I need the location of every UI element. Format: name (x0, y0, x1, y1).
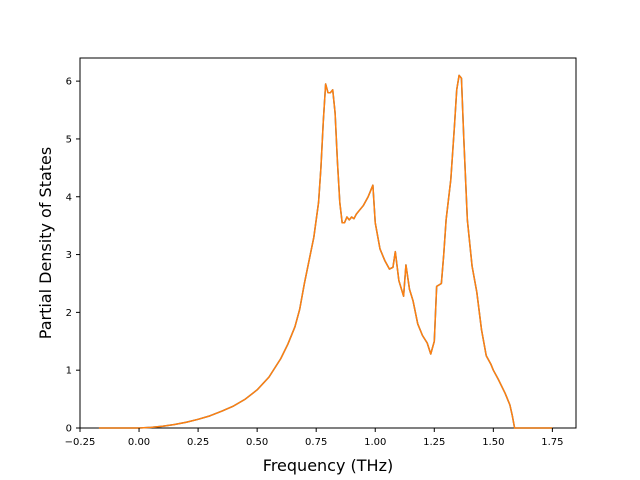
x-axis-label: Frequency (THz) (263, 456, 393, 475)
x-tick-label: 0.25 (187, 437, 209, 448)
series-layer (98, 74, 553, 429)
y-tick-label: 1 (66, 366, 72, 377)
plot-frame (79, 57, 577, 429)
x-tick-label: 1.25 (423, 437, 445, 448)
y-tick-label: 6 (66, 77, 72, 88)
y-tick-label: 4 (66, 192, 72, 203)
series-line-2 (98, 74, 553, 429)
x-tick-label: 0.75 (305, 437, 327, 448)
y-tick-label: 3 (66, 250, 72, 261)
y-axis-ticks: 0 1 2 3 4 5 6 (66, 77, 80, 435)
x-tick-label: 0.50 (246, 437, 268, 448)
x-tick-label: −0.25 (65, 437, 96, 448)
y-tick-label: 2 (66, 308, 72, 319)
x-tick-label: 1.50 (482, 437, 504, 448)
x-axis-ticks: −0.25 0.00 0.25 0.50 0.75 1.00 1.25 1.50 1.75 (65, 428, 564, 448)
x-tick-label: 1.00 (364, 437, 386, 448)
plot-area (79, 57, 577, 429)
x-tick-label: 1.75 (541, 437, 563, 448)
y-axis-label: Partial Density of States (36, 147, 55, 339)
y-tick-label: 0 (66, 424, 72, 435)
y-tick-label: 5 (66, 134, 72, 145)
x-tick-label: 0.00 (128, 437, 150, 448)
